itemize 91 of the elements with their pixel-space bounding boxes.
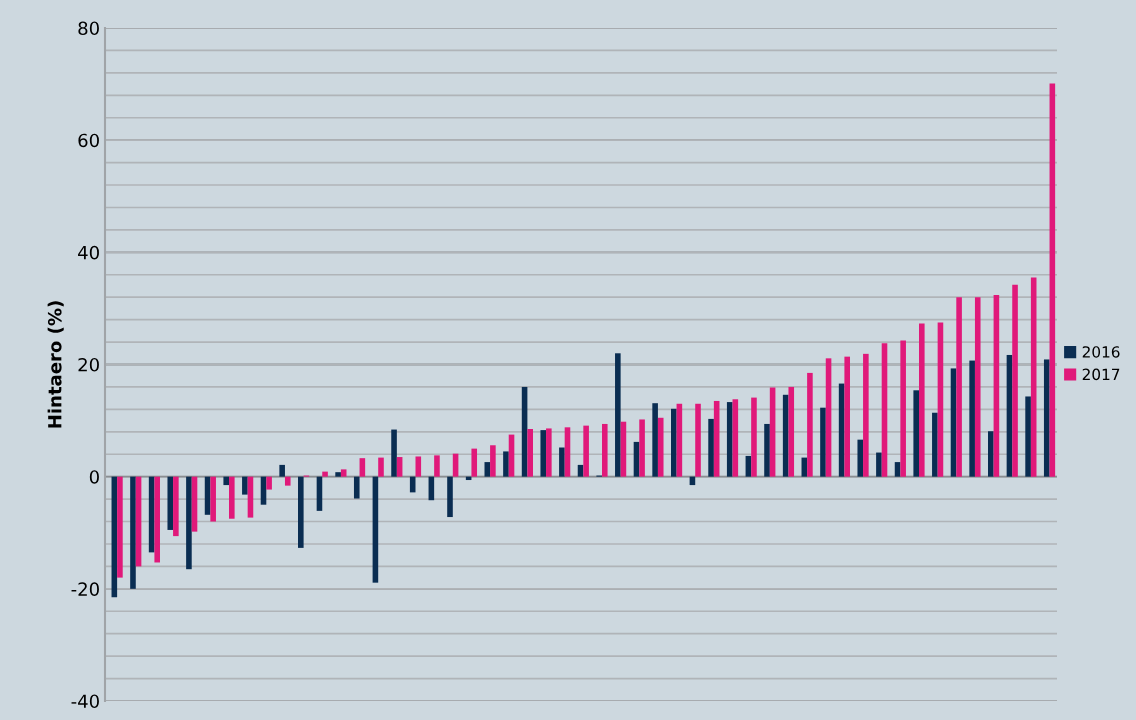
bar: [223, 476, 230, 486]
bar: [340, 469, 347, 477]
bar: [521, 386, 528, 477]
bar: [988, 431, 994, 477]
y-tick-label: 20: [78, 357, 99, 372]
bar: [396, 457, 403, 477]
bar: [1006, 354, 1013, 477]
bar: [863, 353, 869, 477]
bar: [247, 476, 254, 518]
bar: [471, 448, 478, 477]
bar: [266, 476, 272, 490]
bar: [670, 408, 677, 477]
bar: [1025, 396, 1031, 477]
bar: [154, 476, 161, 563]
bar: [751, 397, 757, 477]
bar: [490, 445, 496, 477]
bar: [1012, 284, 1018, 477]
bar: [764, 423, 770, 477]
bar: [322, 471, 328, 477]
bar: [242, 476, 248, 495]
bar: [359, 458, 366, 477]
bar: [825, 358, 832, 477]
bar: [559, 447, 565, 477]
y-tick-label: -20: [71, 582, 99, 596]
bar: [130, 476, 136, 589]
bar: [434, 455, 440, 477]
bar: [564, 427, 571, 477]
bar: [820, 407, 826, 477]
bar: [503, 451, 509, 477]
bar: [788, 386, 795, 477]
bar: [167, 476, 174, 530]
y-tick-label: 40: [78, 245, 99, 260]
bar: [919, 323, 925, 477]
bar: [857, 439, 864, 477]
bar: [378, 457, 384, 477]
bar: [298, 476, 304, 548]
legend-label: 2017: [1082, 368, 1120, 381]
bar: [956, 297, 962, 477]
bar: [937, 322, 944, 477]
bar: [913, 390, 919, 477]
bar: [652, 403, 658, 477]
bar: [577, 464, 584, 477]
bar: [415, 456, 422, 477]
bar: [932, 412, 938, 477]
bar: [229, 476, 235, 519]
bar: [279, 464, 285, 477]
bar: [807, 372, 813, 477]
bar: [633, 441, 640, 477]
bar: [546, 428, 552, 477]
bar: [284, 476, 291, 486]
y-tick-label: 0: [89, 470, 99, 484]
bar: [583, 425, 589, 477]
bar: [186, 476, 192, 570]
bar: [726, 402, 733, 477]
bar: [769, 387, 776, 477]
bar: [708, 418, 714, 477]
bar: [894, 462, 901, 477]
bar: [1043, 359, 1050, 477]
y-tick-label: 80: [78, 21, 99, 36]
bar: [210, 476, 216, 522]
bar: [540, 430, 547, 477]
bar: [527, 429, 533, 477]
bar: [844, 356, 850, 477]
legend-label: 2016: [1082, 346, 1120, 358]
y-tick-label: -40: [71, 694, 99, 709]
bar: [620, 421, 627, 477]
bar: [335, 472, 341, 477]
bar: [639, 419, 645, 477]
bar: [615, 353, 621, 477]
bar: [900, 340, 906, 477]
bar: [191, 476, 198, 532]
bar: [881, 343, 888, 477]
bar: [657, 417, 664, 477]
bar: [117, 476, 123, 578]
y-tick-label: 60: [78, 133, 99, 148]
bar: [601, 423, 608, 477]
bar: [695, 403, 701, 477]
bar: [173, 476, 179, 537]
bar: [876, 452, 882, 477]
bar: [969, 360, 975, 477]
bar: [732, 399, 739, 477]
bar: [391, 429, 397, 477]
bar: [713, 400, 720, 477]
bar: [974, 297, 981, 477]
bar: [484, 462, 491, 477]
bar: [950, 368, 957, 477]
bar: [745, 455, 752, 477]
y-axis-title: Hintaero (%): [47, 301, 64, 428]
bar: [782, 394, 789, 477]
bar: [447, 476, 453, 518]
bar: [353, 476, 360, 499]
